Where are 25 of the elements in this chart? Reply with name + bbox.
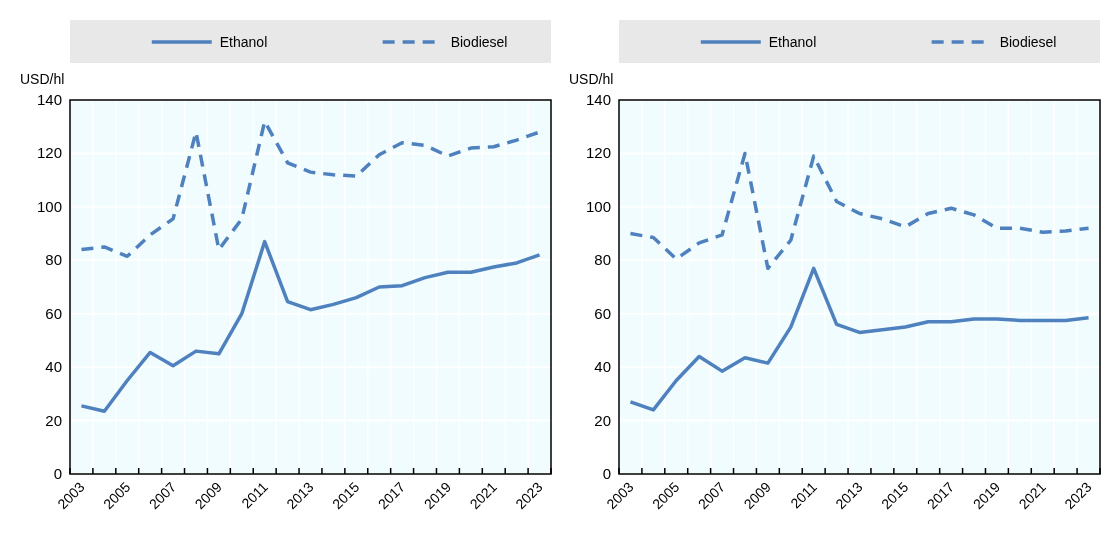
line-series <box>628 266 1091 412</box>
y-tick-label: 120 <box>585 144 611 162</box>
line-series <box>628 151 1091 271</box>
legend-label: Biodiesel <box>450 34 508 50</box>
y-tick-label: 80 <box>45 251 62 269</box>
y-tick-label: 40 <box>594 358 611 376</box>
line-series <box>79 239 542 413</box>
y-axis-title: USD/hl <box>569 71 614 87</box>
y-tick-label: 40 <box>45 358 62 376</box>
y-tick-label: 0 <box>602 465 611 482</box>
y-tick-label: 80 <box>594 251 611 269</box>
y-tick-label: 100 <box>36 197 62 215</box>
legend-label: Biodiesel <box>999 34 1057 50</box>
y-tick-label: 140 <box>36 91 62 108</box>
y-tick-label: 0 <box>53 465 62 482</box>
y-tick-label: 60 <box>45 304 62 322</box>
y-tick-label: 100 <box>585 197 611 215</box>
y-axis-title: USD/hl <box>20 71 65 87</box>
y-tick-label: 20 <box>45 411 62 429</box>
y-tick-label: 120 <box>36 144 62 162</box>
y-tick-label: 60 <box>594 304 611 322</box>
legend-label: Ethanol <box>219 34 268 50</box>
y-tick-label: 140 <box>585 91 611 108</box>
legend-label: Ethanol <box>768 34 817 50</box>
y-tick-label: 20 <box>594 411 611 429</box>
